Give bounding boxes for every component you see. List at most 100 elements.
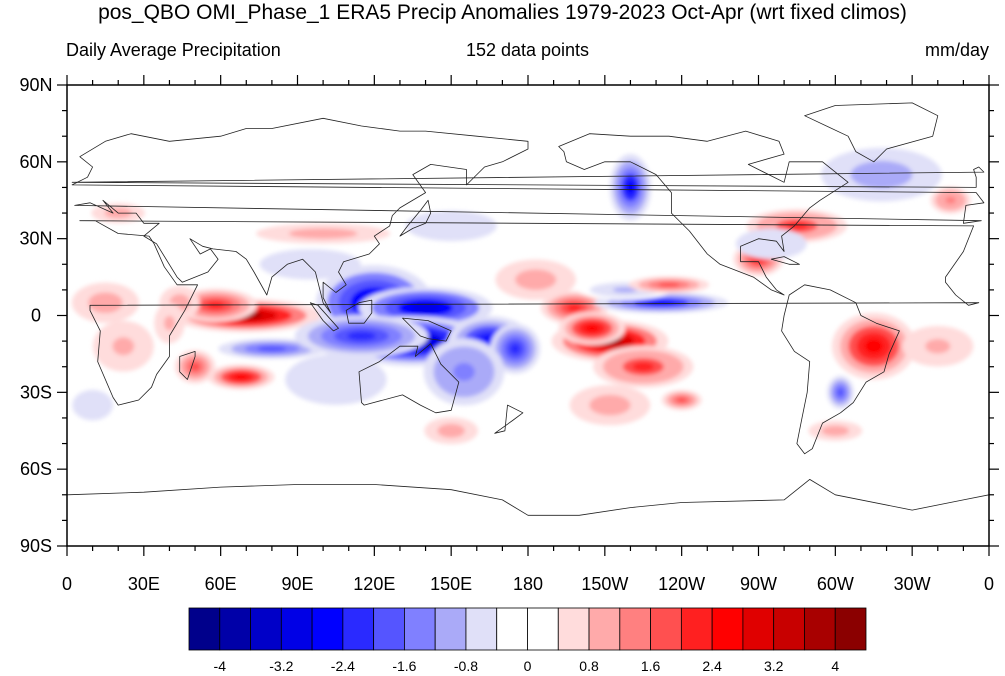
colorbar-box	[588, 607, 621, 651]
colorbar-box	[834, 607, 867, 651]
lon-label: 30E	[128, 574, 160, 594]
anomaly-patch	[509, 343, 521, 355]
colorbar-labels: -4 -3.2 -2.4 -1.6 -0.8 0 0.8 1.6 2.4 3.2 4	[214, 658, 840, 674]
anomaly-patch	[632, 362, 655, 372]
anomaly-patch	[411, 303, 440, 313]
colorbar-box	[342, 607, 375, 651]
coastline-new-guinea	[402, 317, 452, 342]
colorbar-box	[650, 607, 682, 651]
colorbar-box	[404, 607, 436, 651]
anomaly-patch	[836, 387, 845, 397]
anomaly-patch	[864, 339, 883, 354]
colorbar-box	[434, 607, 467, 651]
anomaly-patch	[758, 238, 784, 250]
coastline-eurasia	[71, 117, 985, 314]
lat-label: 30N	[19, 229, 52, 249]
lon-label: 90E	[281, 574, 313, 594]
axis-ticks	[57, 75, 999, 556]
colorbar-label: 0	[524, 658, 532, 674]
colorbar-box	[373, 607, 405, 651]
center-string: 152 data points	[465, 40, 590, 60]
coastline-sumatra	[309, 302, 339, 332]
coastline-madagascar	[179, 350, 196, 380]
anomaly-patch	[945, 196, 956, 204]
anomaly-patch	[317, 370, 354, 389]
colorbar-box	[311, 607, 344, 651]
anomaly-patch	[658, 282, 680, 288]
lat-label: 60N	[19, 152, 52, 172]
colorbar-label: 0.8	[579, 658, 599, 674]
colorbar-label: -4	[214, 658, 227, 674]
lon-label: 60W	[817, 574, 854, 594]
anomaly-patch	[612, 287, 638, 293]
colorbar-box	[280, 607, 313, 651]
colorbar-box	[219, 607, 251, 651]
coastline-greenland	[804, 102, 939, 163]
lon-label: 60E	[205, 574, 237, 594]
right-string: mm/day	[924, 40, 989, 60]
colorbar-box	[188, 607, 221, 651]
lon-label: 0	[62, 574, 72, 594]
coastline-australia	[358, 343, 460, 414]
lon-label: 120W	[658, 574, 705, 594]
coastlines	[67, 102, 989, 546]
colorbar-box	[250, 607, 282, 651]
lat-label: 30S	[20, 382, 52, 402]
anomaly-patch	[865, 167, 898, 182]
anomaly-patch	[566, 304, 582, 312]
coastline-antarctica	[67, 478, 989, 546]
anomaly-patch	[257, 346, 287, 352]
colorbar-box	[804, 607, 836, 651]
anomaly-patch	[599, 399, 621, 411]
colorbar-label: 4	[831, 658, 839, 674]
lat-label: 60S	[20, 459, 52, 479]
lon-label: 180	[513, 574, 543, 594]
anomaly-patch	[292, 258, 329, 270]
anomaly-patch	[786, 222, 808, 230]
anomaly-patch	[453, 362, 475, 381]
coastline-japan	[399, 199, 432, 237]
colorbar-box	[773, 607, 805, 651]
colorbar-box	[742, 607, 775, 651]
figure-title: pos_QBO OMI_Phase_1 ERA5 Precip Anomalie…	[98, 1, 907, 24]
colorbar-label: -2.4	[331, 658, 355, 674]
colorbar-box	[619, 607, 651, 651]
anomaly-patch	[85, 399, 100, 411]
anomaly-patch	[925, 339, 951, 354]
anomaly-patch	[584, 324, 600, 332]
coastline-cuba	[770, 256, 800, 265]
anomaly-patch	[828, 428, 843, 434]
colorbar-label: 1.6	[641, 658, 661, 674]
colorbar-label: -3.2	[269, 658, 293, 674]
anomaly-patch	[443, 427, 459, 435]
lon-label: 0	[984, 574, 994, 594]
lat-label: 90N	[19, 75, 52, 95]
colorbar-box	[527, 607, 559, 651]
colorbar-label: -0.8	[454, 658, 478, 674]
latitude-labels: 90N 60N 30N 0 30S 60S 90S	[19, 75, 52, 556]
anomaly-patch	[233, 374, 249, 380]
anomaly-patch	[646, 300, 676, 305]
lon-label: 150W	[581, 574, 628, 594]
anomaly-patch	[435, 220, 468, 232]
anomaly-patch	[96, 297, 115, 309]
colorbar-label: -1.6	[392, 658, 416, 674]
coastline-uk	[71, 166, 985, 188]
colorbar-box	[557, 607, 590, 651]
lon-label: 90W	[740, 574, 777, 594]
anomaly-patch	[625, 180, 635, 195]
anomaly-patch	[524, 274, 547, 286]
colorbar-label: 3.2	[764, 658, 784, 674]
anomaly-field	[71, 147, 974, 445]
colorbar	[188, 607, 867, 651]
lat-label: 0	[31, 306, 41, 326]
anomaly-patch	[347, 331, 376, 341]
lon-label: 30W	[894, 574, 931, 594]
coastline-borneo	[345, 299, 373, 324]
anomaly-patch	[112, 337, 135, 356]
map-frame	[66, 84, 990, 547]
lon-label: 120E	[353, 574, 395, 594]
colorbar-box	[465, 607, 498, 651]
coastline-north-america	[558, 130, 849, 296]
